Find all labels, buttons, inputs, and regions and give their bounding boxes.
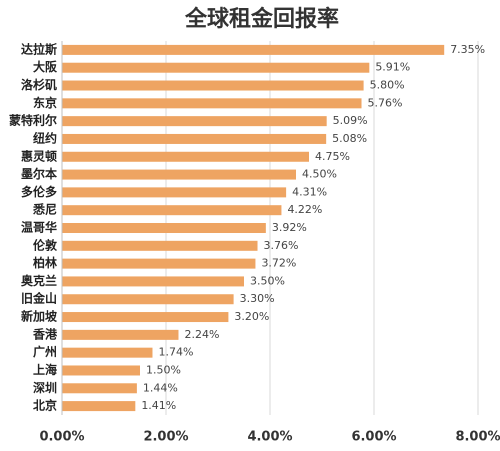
value-label: 4.75% [315, 150, 350, 163]
bar [62, 276, 244, 287]
value-label: 4.22% [287, 203, 322, 216]
value-label: 3.72% [261, 257, 296, 270]
bar [62, 240, 258, 251]
value-label: 2.24% [184, 328, 219, 341]
y-tick-label: 达拉斯 [21, 41, 57, 56]
value-label: 1.44% [143, 381, 178, 394]
y-tick-label: 上海 [33, 362, 57, 377]
bar [62, 365, 140, 376]
bar [62, 401, 136, 412]
value-label: 3.92% [272, 221, 307, 234]
value-label: 3.76% [264, 239, 299, 252]
bar [62, 151, 309, 162]
y-tick-label: 大阪 [33, 59, 58, 74]
y-tick-label: 洛杉矶 [21, 77, 57, 92]
bar [62, 383, 137, 394]
y-tick-label: 蒙特利尔 [9, 113, 57, 128]
value-label: 4.31% [292, 185, 327, 198]
bar [62, 80, 364, 91]
value-label: 4.50% [302, 168, 337, 181]
value-label: 1.41% [141, 399, 176, 412]
bar [62, 205, 282, 216]
value-label: 5.08% [332, 132, 367, 145]
x-tick-label: 6.00% [351, 430, 396, 445]
y-tick-label: 伦敦 [33, 237, 58, 252]
value-label: 3.30% [240, 292, 275, 305]
bar [62, 44, 445, 55]
y-tick-label: 广州 [33, 344, 57, 359]
value-label: 1.50% [146, 363, 181, 376]
y-tick-label: 奥克兰 [21, 273, 57, 288]
bar [62, 116, 327, 127]
value-label: 3.20% [234, 310, 269, 323]
bar [62, 187, 287, 198]
y-tick-label: 悉尼 [32, 202, 57, 217]
y-tick-label: 墨尔本 [21, 166, 57, 181]
y-tick-label: 温哥华 [21, 220, 57, 235]
bar [62, 294, 234, 305]
bar [62, 329, 179, 340]
y-tick-label: 东京 [33, 95, 57, 110]
value-label: 5.76% [368, 96, 403, 109]
value-label: 5.91% [375, 61, 410, 74]
value-label: 3.50% [250, 274, 285, 287]
y-tick-label: 多伦多 [21, 184, 57, 199]
y-tick-label: 新加坡 [21, 309, 58, 324]
x-tick-label: 2.00% [143, 430, 188, 445]
bar [62, 312, 229, 323]
x-tick-label: 0.00% [39, 430, 84, 445]
y-tick-label: 深圳 [33, 380, 57, 395]
bar [62, 169, 296, 180]
y-tick-label: 惠灵顿 [21, 148, 57, 163]
value-label: 7.35% [450, 43, 485, 56]
bar [62, 347, 153, 358]
bar [62, 133, 327, 144]
y-tick-label: 香港 [32, 326, 58, 341]
bar [62, 223, 266, 233]
y-tick-label: 北京 [33, 398, 57, 413]
y-tick-label: 旧金山 [21, 291, 57, 306]
bar [62, 62, 370, 73]
chart-title: 全球租金回报率 [184, 6, 339, 32]
y-tick-label: 纽约 [33, 130, 57, 145]
bar [62, 98, 362, 109]
x-tick-label: 4.00% [247, 430, 292, 445]
value-label: 1.74% [158, 346, 193, 359]
y-tick-label: 柏林 [33, 255, 57, 270]
value-label: 5.09% [333, 114, 368, 127]
value-label: 5.80% [370, 79, 405, 92]
bar [62, 258, 256, 269]
x-tick-label: 8.00% [455, 430, 500, 445]
